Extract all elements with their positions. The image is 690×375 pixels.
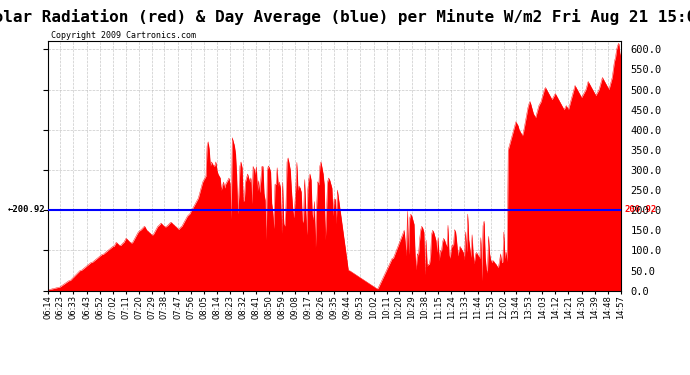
Text: Solar Radiation (red) & Day Average (blue) per Minute W/m2 Fri Aug 21 15:03: Solar Radiation (red) & Day Average (blu…	[0, 9, 690, 26]
Text: 200.92: 200.92	[624, 205, 657, 214]
Text: ←200.92: ←200.92	[8, 205, 45, 214]
Text: Copyright 2009 Cartronics.com: Copyright 2009 Cartronics.com	[51, 31, 196, 40]
